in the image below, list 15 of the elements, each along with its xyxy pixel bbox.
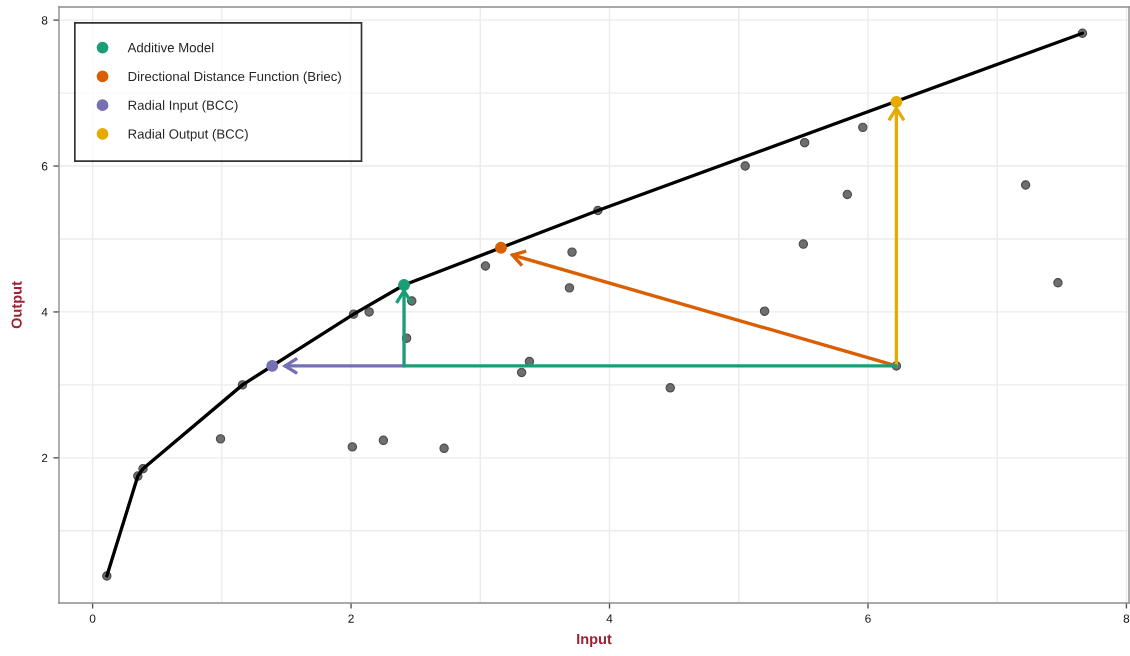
x-tick-label: 0 [89, 614, 96, 623]
y-tick-label: 8 [41, 16, 48, 25]
y-tick-label: 2 [41, 453, 48, 463]
x-tick-label: 4 [606, 614, 613, 623]
legend-label: Radial Output (BCC) [128, 129, 248, 142]
legend-label: Directional Distance Function (Briec) [128, 71, 341, 84]
y-axis-title: Output [11, 281, 25, 329]
x-tick-label: 6 [865, 614, 871, 623]
x-axis-title: Input [577, 633, 612, 648]
y-tick-label: 6 [41, 162, 48, 171]
x-tick-label: 2 [348, 614, 354, 623]
x-tick-label: 8 [1123, 614, 1130, 623]
y-tick-label: 4 [41, 308, 48, 317]
legend-label: Radial Input (BCC) [128, 100, 238, 113]
legend-label: Additive Model [127, 42, 214, 53]
